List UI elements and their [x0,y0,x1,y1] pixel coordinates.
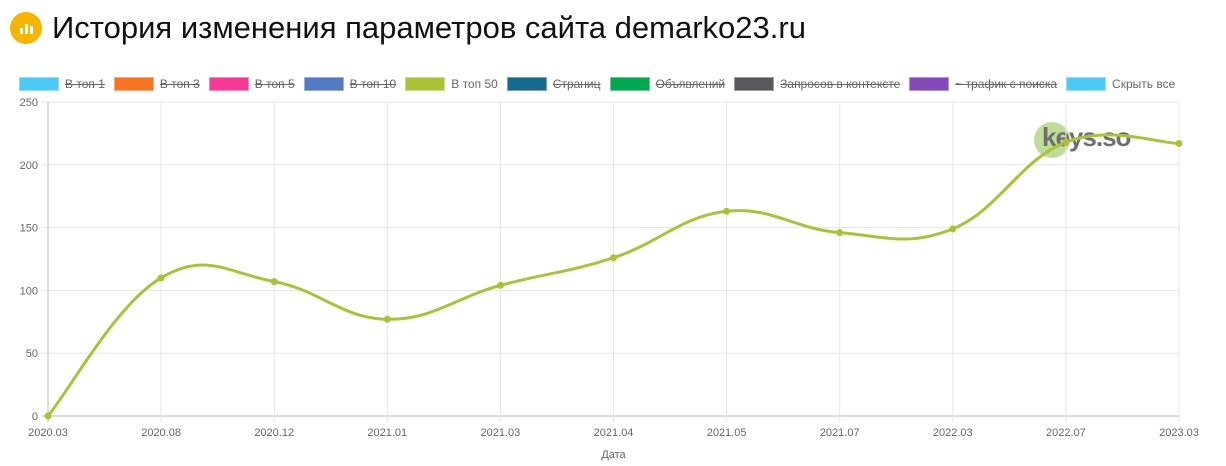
legend-swatch [19,77,59,91]
data-point [723,207,731,215]
legend-label: В топ 3 [159,77,200,91]
legend-label: В топ 10 [349,77,397,91]
legend-swatch [506,77,547,91]
x-axis-label: Дата [601,449,626,461]
data-point [949,225,957,233]
legend-item[interactable]: В топ 3 [113,77,200,91]
x-tick-label: 2022.07 [1046,427,1086,439]
page-title: История изменения параметров сайта demar… [52,10,806,45]
y-tick-label: 50 [26,348,38,360]
legend-swatch [303,77,344,91]
legend-label: В топ 5 [254,77,295,91]
legend-swatch [609,77,650,91]
data-point [1062,138,1070,146]
y-tick-label: 150 [20,223,38,235]
legend-item[interactable]: В топ 50 [405,77,498,91]
legend-item[interactable]: В топ 10 [303,77,397,91]
chart-legend: В топ 1 В топ 3 В топ 5 В топ 10 В топ 50 Стр… [19,77,1184,91]
bar-chart-icon [10,12,42,44]
legend-label: В топ 50 [451,77,498,91]
legend-item[interactable]: Скрыть все [1066,77,1175,91]
legend-item[interactable]: В топ 5 [208,77,295,91]
x-tick-label: 2023.03 [1159,427,1199,439]
y-tick-label: 0 [32,411,38,423]
data-point [1175,139,1183,147]
legend-swatch [113,77,154,91]
y-tick-label: 250 [20,97,38,109]
legend-item[interactable]: В топ 1 [19,77,105,91]
x-tick-label: 2021.03 [481,427,521,439]
legend-swatch [909,77,950,91]
data-point [610,254,617,262]
x-tick-label: 2020.03 [28,427,68,439]
legend-item[interactable]: Запросов в контексте [734,77,900,91]
data-point [496,281,504,289]
legend-label: Запросов в контексте [780,77,901,91]
legend-swatch [1066,77,1107,91]
data-point [836,229,844,237]
data-point [157,274,165,282]
x-tick-label: 2020.12 [254,427,294,439]
header: История изменения параметров сайта demar… [10,10,806,46]
legend-item[interactable]: Объявлений [609,77,726,91]
legend-label: ~ трафик с поиска [955,77,1058,91]
legend-label: Страниц [552,77,601,91]
legend-swatch [734,77,775,91]
legend-item[interactable]: ~ трафик с поиска [909,77,1057,91]
data-point [270,278,278,286]
legend-label: Скрыть все [1112,77,1176,91]
y-tick-label: 200 [20,160,38,172]
x-tick-label: 2021.04 [594,427,634,439]
legend-label: Объявлений [655,77,726,91]
legend-swatch [208,77,249,91]
x-tick-label: 2022.03 [933,427,973,439]
x-tick-label: 2021.05 [707,427,747,439]
x-tick-label: 2020.08 [141,427,181,439]
x-tick-label: 2021.01 [367,427,407,439]
legend-swatch [405,77,446,91]
y-tick-label: 100 [20,285,38,297]
x-tick-label: 2021.07 [820,427,860,439]
data-point [44,412,52,420]
legend-label: В топ 1 [65,77,105,91]
data-point [383,315,391,323]
legend-item[interactable]: Страниц [506,77,601,91]
